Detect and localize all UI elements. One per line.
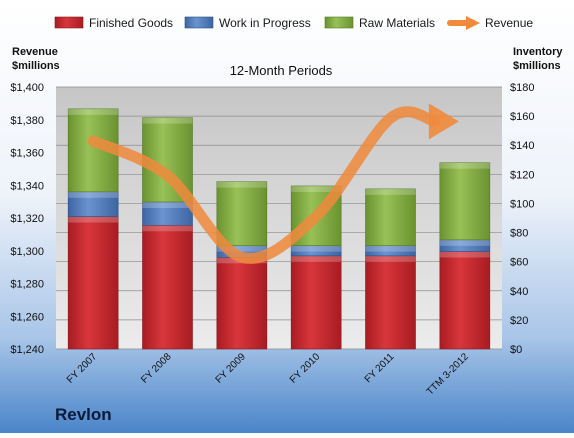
y-right-tick-label: $160: [510, 111, 534, 123]
plot-area: [56, 87, 502, 349]
bar-highlight: [142, 201, 193, 208]
bar-highlight: [142, 117, 193, 124]
bar-highlight: [365, 188, 416, 195]
y-left-tick-label: $1,260: [10, 311, 44, 323]
y-right-tick-label: $120: [510, 169, 534, 181]
y-left-tick-label: $1,320: [10, 213, 44, 225]
bar-highlight: [68, 108, 119, 115]
legend-label-finished-goods: Finished Goods: [89, 16, 173, 30]
revenue-series-line: [87, 106, 441, 264]
bar-highlight: [291, 185, 342, 192]
bar-raw-materials: [439, 162, 491, 241]
legend-swatch-work-in-progress: [184, 16, 214, 29]
bar-finished-goods: [290, 255, 342, 350]
y-left-label-line2: $millions: [12, 60, 60, 72]
y-left-ticks: $1,240 $1,260 $1,280 $1,300 $1,320 $1,340 $1,3…: [10, 82, 44, 356]
y-right-tick-label: $20: [510, 315, 528, 327]
legend-label-work-in-progress: Work in Progress: [219, 16, 311, 30]
bar-finished-goods: [439, 251, 491, 350]
y-right-tick-label: $180: [510, 82, 534, 94]
y-left-tick-label: $1,240: [10, 344, 44, 356]
legend-swatch-raw-materials: [324, 16, 354, 29]
bar-highlight: [291, 245, 342, 252]
bar-highlight: [291, 255, 342, 262]
bar-highlight: [68, 191, 119, 198]
bar-highlight: [439, 251, 490, 258]
legend-swatch-revenue-arrowhead: [466, 16, 480, 30]
revenue-arrowhead: [428, 103, 459, 140]
y-right-label-line2: $millions: [513, 60, 561, 72]
bar-highlight: [142, 225, 193, 232]
y-right-tick-label: $40: [510, 286, 528, 298]
bar-highlight: [216, 245, 267, 252]
y-right-tick-label: $60: [510, 257, 528, 269]
legend-item-finished-goods: Finished Goods: [54, 16, 173, 30]
chart-title: 12-Month Periods: [230, 63, 333, 78]
bar-finished-goods: [142, 224, 193, 350]
legend-item-raw-materials: Raw Materials: [324, 16, 435, 30]
bar-finished-goods: [365, 255, 416, 350]
bar-finished-goods: [216, 256, 268, 350]
bar-highlight: [365, 255, 416, 262]
y-right-ticks: $0 $20 $40 $60 $80 $100 $120 $140 $160 $180: [510, 82, 534, 356]
gridlines: [56, 86, 502, 350]
legend-item-work-in-progress: Work in Progress: [184, 16, 311, 30]
bar-finished-goods: [67, 216, 119, 350]
y-left-label-line1: Revenue: [12, 46, 58, 58]
y-right-tick-label: $100: [510, 198, 534, 210]
y-right-label-line1: Inventory: [513, 46, 563, 58]
bars: [67, 108, 491, 350]
bar-raw-materials: [365, 188, 416, 246]
legend-label-raw-materials: Raw Materials: [359, 16, 435, 30]
legend-swatch-finished-goods: [54, 16, 84, 29]
y-left-tick-label: $1,380: [10, 115, 44, 127]
bar-raw-materials: [216, 181, 268, 246]
y-right-tick-label: $0: [510, 344, 522, 356]
revenue-line: [87, 103, 459, 264]
legend: Finished Goods Work in Progress Raw Mate…: [54, 16, 533, 30]
bar-highlight: [216, 181, 267, 188]
y-left-tick-label: $1,400: [10, 82, 44, 94]
y-left-tick-label: $1,340: [10, 180, 44, 192]
y-right-tick-label: $80: [510, 228, 528, 240]
legend-item-revenue: Revenue: [447, 16, 533, 30]
bar-highlight: [68, 216, 119, 223]
y-right-tick-label: $140: [510, 140, 534, 152]
bar-highlight: [365, 245, 416, 252]
y-left-tick-label: $1,300: [10, 246, 44, 258]
y-left-tick-label: $1,360: [10, 148, 44, 160]
y-left-tick-label: $1,280: [10, 279, 44, 291]
legend-label-revenue: Revenue: [485, 16, 533, 30]
bar-highlight: [439, 239, 490, 246]
bar-highlight: [439, 162, 490, 169]
company-name: Revlon: [55, 405, 112, 424]
